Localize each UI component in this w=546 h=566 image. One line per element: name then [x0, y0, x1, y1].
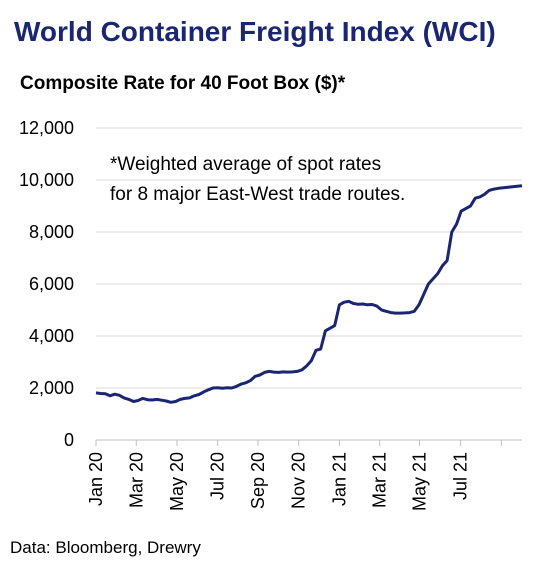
y-tick-label: 8,000 [29, 222, 74, 242]
x-tick-label: Mar 20 [126, 452, 146, 508]
y-tick-label: 2,000 [29, 378, 74, 398]
chart-subtitle: Composite Rate for 40 Foot Box ($)* [20, 73, 346, 94]
x-tick-label: Nov 20 [289, 452, 309, 509]
annotation-line-2: for 8 major East-West trade routes. [110, 184, 405, 205]
x-tick-label: May 21 [409, 452, 429, 511]
y-axis-ticks: 0 2,000 4,000 6,000 8,000 10,000 12,000 [19, 118, 74, 450]
x-tick-label: Mar 21 [370, 452, 390, 508]
chart-title: World Container Freight Index (WCI) [14, 16, 496, 47]
x-tick-label: Jan 20 [86, 452, 106, 506]
x-axis-ticks: Jan 20 Mar 20 May 20 Jul 20 Sep 20 Nov 20 Jan … [86, 440, 502, 511]
x-tick-label: Jan 21 [329, 452, 349, 506]
y-tick-label: 0 [64, 430, 74, 450]
y-tick-label: 12,000 [19, 118, 74, 138]
x-tick-label: Jul 20 [208, 452, 228, 500]
y-tick-label: 10,000 [19, 170, 74, 190]
y-tick-label: 4,000 [29, 326, 74, 346]
source-note: Data: Bloomberg, Drewry [10, 538, 201, 557]
x-tick-label: Jul 21 [451, 452, 471, 500]
y-tick-label: 6,000 [29, 274, 74, 294]
annotation-line-1: *Weighted average of spot rates [110, 154, 381, 175]
x-tick-label: Sep 20 [248, 452, 268, 509]
x-tick-label: May 20 [167, 452, 187, 511]
wci-series-line [95, 184, 523, 404]
